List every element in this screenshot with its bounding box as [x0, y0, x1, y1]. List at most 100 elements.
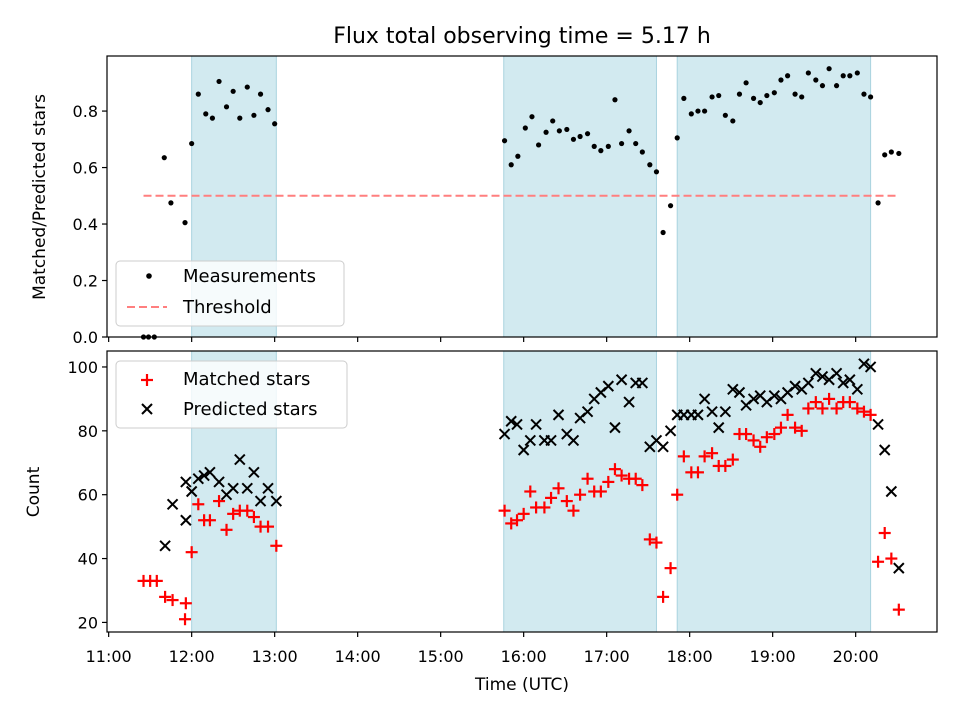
matched-stars-point	[774, 421, 787, 434]
measurements-point	[522, 125, 528, 131]
predicted-stars-point	[517, 444, 530, 456]
matched-stars-point	[213, 495, 226, 508]
x-tick-label: 12:00	[169, 647, 215, 666]
predicted-stars-point	[837, 377, 849, 389]
y-tick-label: 0.6	[73, 159, 98, 178]
bottom-panel-frame	[106, 350, 938, 633]
top-y-ticks: 0.0 0.2 0.4 0.6 0.8	[73, 102, 107, 347]
legend-marker-predicted-stars	[141, 403, 153, 415]
matched-stars-point	[830, 402, 843, 415]
y-tick-label: 0.8	[73, 102, 98, 121]
measurements-point	[805, 70, 811, 76]
measurements-point	[868, 94, 874, 100]
predicted-stars-point	[234, 453, 246, 466]
y-tick-label: 60	[78, 486, 98, 505]
predicted-stars-point	[270, 495, 283, 507]
predicted-stars-point	[851, 383, 864, 396]
matched-stars-point	[851, 402, 864, 415]
predicted-stars-point	[816, 370, 829, 383]
measurements-point	[612, 97, 618, 103]
matched-stars-point	[892, 603, 905, 616]
measurements-point	[688, 111, 694, 117]
matched-stars-point	[816, 402, 829, 415]
predicted-stars-point	[733, 386, 746, 399]
matched-stars-point	[809, 396, 822, 409]
bottom-y-axis-label: Count	[24, 466, 44, 517]
measurements-point	[819, 83, 826, 89]
y-tick-label: 0.4	[73, 215, 98, 234]
measurements-point	[216, 78, 222, 85]
top-legend-box	[115, 260, 345, 327]
matched-stars-point	[581, 472, 594, 485]
measurements-point	[237, 115, 243, 121]
measurements-point	[826, 66, 832, 72]
y-tick-label: 80	[78, 422, 98, 441]
measurements-point	[840, 73, 846, 79]
matched-stars-point	[843, 396, 856, 409]
bottom-legend-box	[115, 360, 348, 429]
measurements-point	[550, 118, 556, 124]
predicted-stars-point	[166, 498, 179, 510]
measurements-point	[161, 155, 167, 161]
predicted-stars-point	[713, 421, 725, 434]
predicted-stars-point	[864, 361, 877, 373]
measurements-point	[716, 92, 722, 99]
top-panel-ratio: 0.00.20.40.60.8 Matched/Predicted stars …	[30, 55, 938, 347]
matched-stars-point	[768, 428, 781, 441]
measurements-point	[667, 203, 674, 209]
bottom-panel-count: 20 40 60 80 100 11:00 12:00 13:00 14:00 15:00 16:…	[24, 350, 938, 666]
matched-stars-point	[159, 590, 172, 603]
predicted-stars-point	[180, 476, 192, 488]
matched-stars-point	[740, 428, 753, 441]
matched-stars-point	[677, 450, 690, 463]
predicted-stars-point	[615, 374, 628, 386]
measurements-point	[203, 111, 209, 117]
measurements-point	[244, 84, 250, 90]
predicted-stars-point	[204, 466, 216, 479]
predicted-stars-point	[692, 409, 704, 421]
predicted-stars-point	[727, 383, 739, 396]
matched-stars-point	[511, 514, 524, 527]
measurements-point	[626, 128, 632, 134]
matched-stars-point	[262, 520, 275, 533]
predicted-stars-point	[893, 562, 905, 574]
x-tick-label: 20:00	[833, 647, 879, 666]
measurements-point	[223, 104, 230, 110]
legend-label-threshold: Threshold	[182, 297, 272, 318]
matched-stars-point	[560, 495, 573, 508]
predicted-stars-point	[505, 415, 517, 427]
x-tick-label: 11:00	[86, 647, 132, 666]
measurements-point	[591, 143, 597, 149]
predicted-stars-point	[602, 380, 615, 392]
measurements-point	[182, 220, 188, 226]
measurements-point	[209, 115, 216, 121]
x-tick-label: 16:00	[501, 647, 547, 666]
legend-label-predicted-stars: Predicted stars	[183, 399, 317, 420]
measurements-point	[743, 80, 749, 86]
predicted-stars-point	[248, 466, 260, 479]
predicted-stars-point	[198, 469, 210, 482]
y-tick-label: 20	[78, 613, 98, 632]
matched-stars-point	[726, 453, 739, 466]
predicted-stars-point	[747, 393, 760, 405]
measurements-point	[896, 150, 902, 157]
matched-stars-point	[247, 511, 260, 524]
predicted-stars-point	[636, 377, 649, 389]
measurements-point	[695, 108, 701, 114]
legend-label-measurements: Measurements	[183, 266, 316, 287]
matched-stars-point	[823, 392, 836, 405]
predicted-stars-point	[609, 421, 621, 434]
matched-stars-point	[545, 491, 558, 504]
matched-stars-point	[754, 440, 767, 453]
matched-stars-point	[657, 590, 670, 603]
y-tick-label: 40	[78, 550, 98, 569]
matched-stars-point	[498, 504, 511, 517]
measurements-point	[785, 73, 791, 79]
top-x-ticks	[108, 337, 857, 342]
measurements-point	[764, 92, 770, 99]
matched-stars-point	[517, 507, 530, 520]
measurements-point	[833, 83, 840, 89]
matched-stars-point	[608, 463, 621, 476]
matched-stars-point	[241, 504, 254, 517]
bottom-x-ticks: 11:00 12:00 13:00 14:00 15:00 16:00 17:00 18:00…	[86, 632, 879, 666]
